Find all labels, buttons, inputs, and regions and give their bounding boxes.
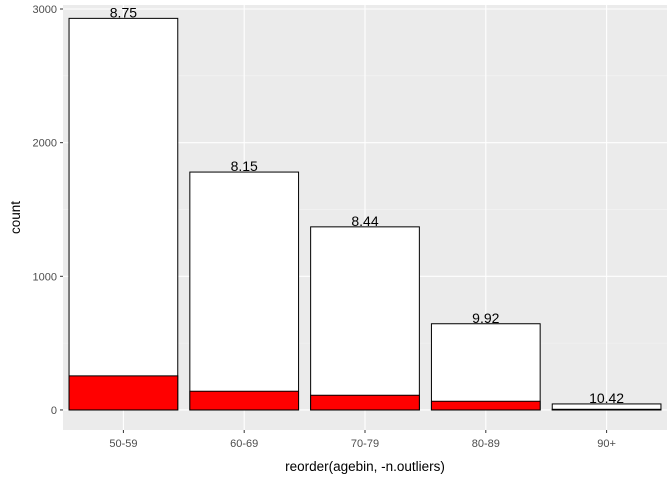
bar-outliers-60-69 [190, 391, 299, 410]
y-axis-title: count [8, 201, 23, 234]
data-label: 9.92 [472, 310, 499, 326]
y-axis: 0 1000 2000 3000 [33, 4, 63, 417]
x-tick-label: 90+ [597, 438, 616, 450]
bar-total-50-59 [69, 18, 178, 410]
data-label: 8.44 [351, 213, 378, 229]
x-tick-label: 60-69 [230, 438, 258, 450]
data-label: 8.15 [231, 158, 258, 174]
bar-outliers-90+ [552, 409, 661, 410]
bar-total-80-89 [431, 324, 540, 410]
x-tick-label: 80-89 [472, 438, 500, 450]
bar-outliers-70-79 [311, 395, 420, 410]
bar-total-70-79 [311, 227, 420, 410]
data-label: 10.42 [589, 390, 624, 406]
bar-outliers-80-89 [431, 401, 540, 410]
bar-total-60-69 [190, 172, 299, 410]
x-axis: 50-59 60-69 70-79 80-89 90+ [109, 430, 616, 450]
x-axis-title: reorder(agebin, -n.outliers) [285, 459, 445, 474]
x-tick-label: 50-59 [109, 438, 137, 450]
y-tick-label: 1000 [33, 271, 57, 283]
y-tick-label: 0 [51, 405, 57, 417]
y-tick-label: 2000 [33, 138, 57, 150]
x-tick-label: 70-79 [351, 438, 379, 450]
bar-outliers-50-59 [69, 376, 178, 410]
data-label: 8.75 [110, 4, 137, 20]
y-tick-label: 3000 [33, 4, 57, 16]
